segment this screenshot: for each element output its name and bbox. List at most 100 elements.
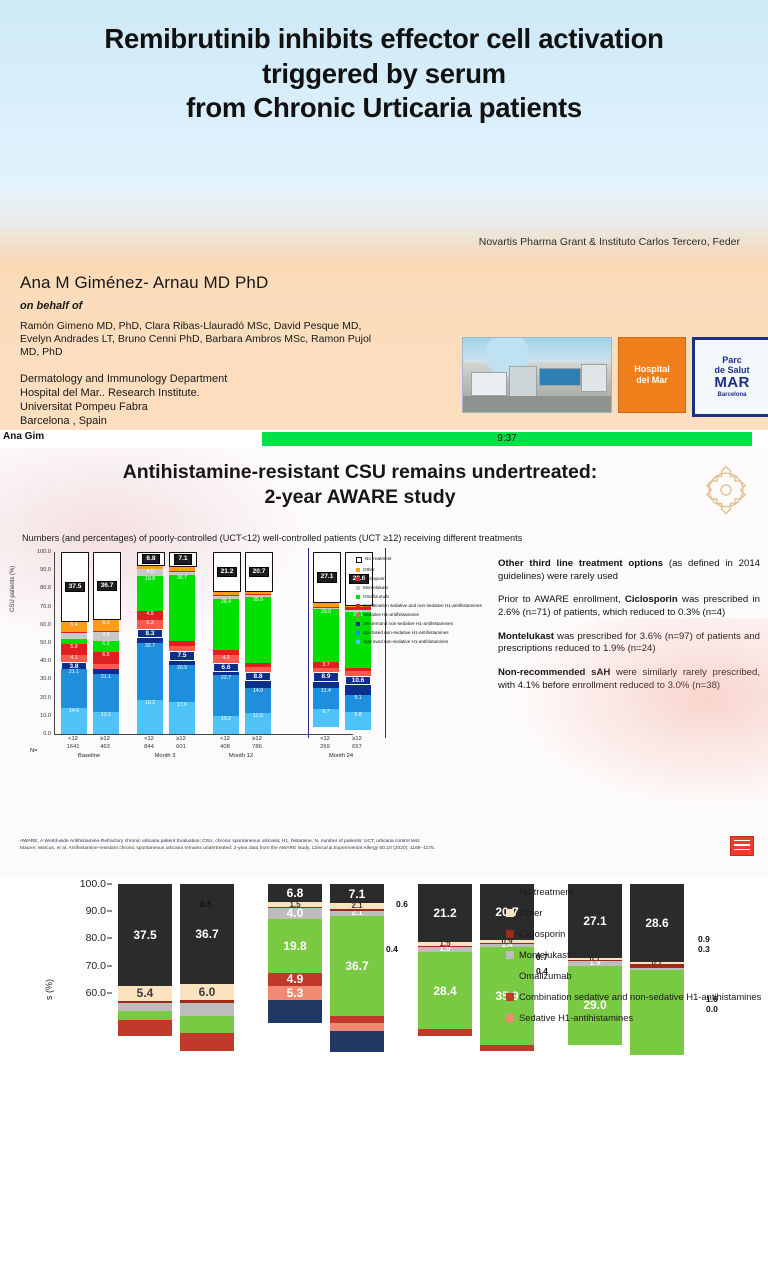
slide-chart-segment	[345, 670, 371, 677]
slide-chart-segment: 6.6	[213, 662, 239, 675]
zoomed-legend-label: Sedative H1-antihistamines	[519, 1011, 634, 1023]
slide-chart-segment-value: 29.0	[320, 608, 332, 615]
slide-chart-x-group: <12 ≥12 408 786 Month 12	[212, 736, 270, 759]
side-paragraph-2: Prior to AWARE enrollment, Ciclosporin w…	[498, 594, 760, 619]
zoomed-chart-segment	[480, 942, 534, 944]
slide-chart-n-value: 844	[144, 744, 154, 750]
zoomed-legend-label: No treatment	[519, 886, 574, 897]
slide-chart-segment-value: 9.8	[354, 711, 362, 718]
slide-chart-segment-value: 19.2	[144, 700, 156, 707]
slide-legend-item: Montelukast	[356, 585, 496, 590]
hospital-del-mar-logo: Hospital del Mar	[618, 337, 686, 413]
slide-chart-segment: 4.1	[61, 655, 87, 663]
slide-chart-x-group: <12 ≥12 269 657 Month 24	[312, 736, 370, 759]
slide-chart-segment	[213, 594, 239, 596]
target-cross-icon	[706, 465, 746, 515]
slide-chart-segment-value: 11.4	[321, 688, 331, 695]
parc-logo-line-3: MAR	[714, 374, 750, 392]
slide-chart-segment: 4.9	[137, 610, 163, 620]
hospital-logo-line-2: del Mar	[636, 375, 668, 385]
slide-chart-segment: 3.7	[313, 661, 339, 669]
slide-chart-uct-label: ≥12	[176, 736, 186, 742]
zoomed-chart-segment-value: 37.5	[133, 928, 157, 942]
parc-logo-line-4: Barcelona	[717, 392, 747, 399]
slide-legend-label: No treatment	[365, 556, 392, 561]
slide-chart-timepoint-label: Month 24	[328, 753, 354, 759]
slide-footnote: AWARE, A World-wide Antihistamine-Refrac…	[20, 838, 680, 852]
slide-chart-segment	[245, 591, 271, 595]
slide-chart-segment-value: 21.2	[216, 566, 238, 578]
slide-chart-segment: 8.9	[313, 672, 339, 689]
slide-chart-segment	[213, 592, 239, 595]
slide-chart-segment	[61, 631, 87, 634]
slide-chart-segment: 17.6	[169, 702, 195, 735]
slide-legend-swatch	[356, 612, 360, 617]
zoomed-legend-swatch	[506, 929, 514, 938]
zoomed-chart-segment	[180, 1000, 234, 1003]
slide-chart-segment-value: 36.7	[96, 580, 118, 592]
zoomed-chart-y-axis-label: s (%)	[44, 979, 54, 1000]
slide-chart-segment	[245, 666, 271, 672]
zoomed-chart-segment	[330, 1031, 384, 1052]
slide-chart-segment-value: 6.6	[213, 662, 239, 673]
slide-chart-uct-label: ≥12	[252, 736, 262, 742]
slide-chart-segment	[313, 603, 339, 607]
zoomed-chart-segment	[118, 1003, 172, 1011]
slide-chart-uct-label: <12	[320, 736, 330, 742]
zoomed-chart-segment: 5.3	[268, 985, 322, 1001]
slide-chart-bar: 36.7 6.0 4.8 6.5 6.5 21.1 12.1	[93, 552, 121, 734]
slide-legend-item: No treatment	[356, 556, 496, 563]
zoomed-chart-segment	[180, 1002, 234, 1016]
slide-chart-segment: 19.2	[137, 700, 163, 735]
slide-chart-segment: 14.0	[245, 687, 271, 714]
zoomed-chart-segment: 28.6	[630, 884, 684, 962]
zoomed-chart-segment: 21.2	[418, 884, 472, 942]
zoomed-chart-segment: 1.4	[480, 943, 534, 948]
slide-legend-item: Up-dosed non-sedative H1-antihistamines	[356, 630, 496, 635]
month24-divider-right	[385, 548, 386, 738]
zoomed-chart-segment-value: 29.0	[583, 998, 607, 1013]
parc-logo-line-1: Parc	[722, 355, 742, 366]
slide-legend-item: Omalizumab	[356, 594, 496, 599]
slide-stacked-bar-chart: CSU patients (%) 0.0 10.0 20.0 30.0 40.0 50.0…	[10, 548, 386, 762]
slide-chart-segment-value: 4.0	[146, 569, 154, 576]
zoomed-chart-legend: No treatment Other Ciclosporin Montelukast O…	[506, 886, 764, 1033]
slide-chart-y-tick: 20.0	[40, 694, 51, 701]
on-behalf-of-label: on behalf of	[20, 300, 83, 312]
co-authors-line-3: MD, PhD	[20, 346, 63, 359]
slide-chart-timepoint-label: Month 12	[228, 753, 254, 759]
slide-legend-label: Approved non-sedative H1-antihistamines	[363, 638, 449, 644]
slide-chart-segment-value: 22.7	[220, 674, 232, 681]
slide-chart-segment: 11.4	[313, 688, 339, 710]
zoomed-legend-item: Omalizumab	[506, 970, 764, 981]
slide-side-text: Other third line treatment options (as d…	[498, 558, 760, 703]
zoomed-chart-tick-mark	[107, 937, 112, 939]
slide-legend-item: Other	[356, 567, 496, 572]
talk-progress-bar[interactable]	[262, 432, 752, 446]
slide-chart-segment	[137, 568, 163, 570]
slide-chart-x-group: <12 ≥12 844 601 Month 3	[136, 736, 194, 759]
zoomed-chart-segment-value: 5.4	[136, 986, 154, 1001]
zoomed-chart-segment-value: 7.1	[348, 886, 366, 901]
slide-chart-y-tick: 40.0	[40, 658, 51, 665]
grant-acknowledgement: Novartis Pharma Grant & Instituto Carlos…	[478, 236, 740, 248]
side-paragraph-3: Montelukast was prescribed for 3.6% (n=9…	[498, 631, 760, 656]
slide-chart-segment-value: 4.3	[222, 654, 230, 661]
co-authors-list: Ramón Gimeno MD, PhD, Clara Ribas-Llaura…	[20, 320, 460, 359]
slide-legend-label: Montelukast	[363, 584, 388, 590]
slide-chart-segment-value: 19.8	[144, 576, 156, 583]
slide-legend-item: Sedative H1-antihistamines	[356, 612, 496, 617]
slide-chart-segment	[61, 638, 87, 645]
side-p2-bold: Ciclosporin	[624, 594, 678, 606]
presenter-name-label: Ana Gim	[3, 431, 45, 442]
zoomed-legend-label: Montelukast	[519, 948, 570, 960]
side-paragraph-1: Other third line treatment options (as d…	[498, 558, 760, 583]
affiliation-line-1: Dermatology and Immunology Department	[20, 373, 228, 386]
zoomed-chart-segment: 36.7	[330, 916, 384, 1017]
slide-subtitle: Numbers (and percentages) of poorly-cont…	[22, 533, 523, 543]
slide-chart-segment: 36.7	[169, 575, 195, 642]
slide-chart-segment: 7.1	[169, 552, 197, 567]
slide-chart-y-tick: 60.0	[40, 621, 51, 628]
zoomed-legend-item: Other	[506, 907, 764, 918]
slide-chart-segment-value: 6.5	[102, 640, 110, 647]
